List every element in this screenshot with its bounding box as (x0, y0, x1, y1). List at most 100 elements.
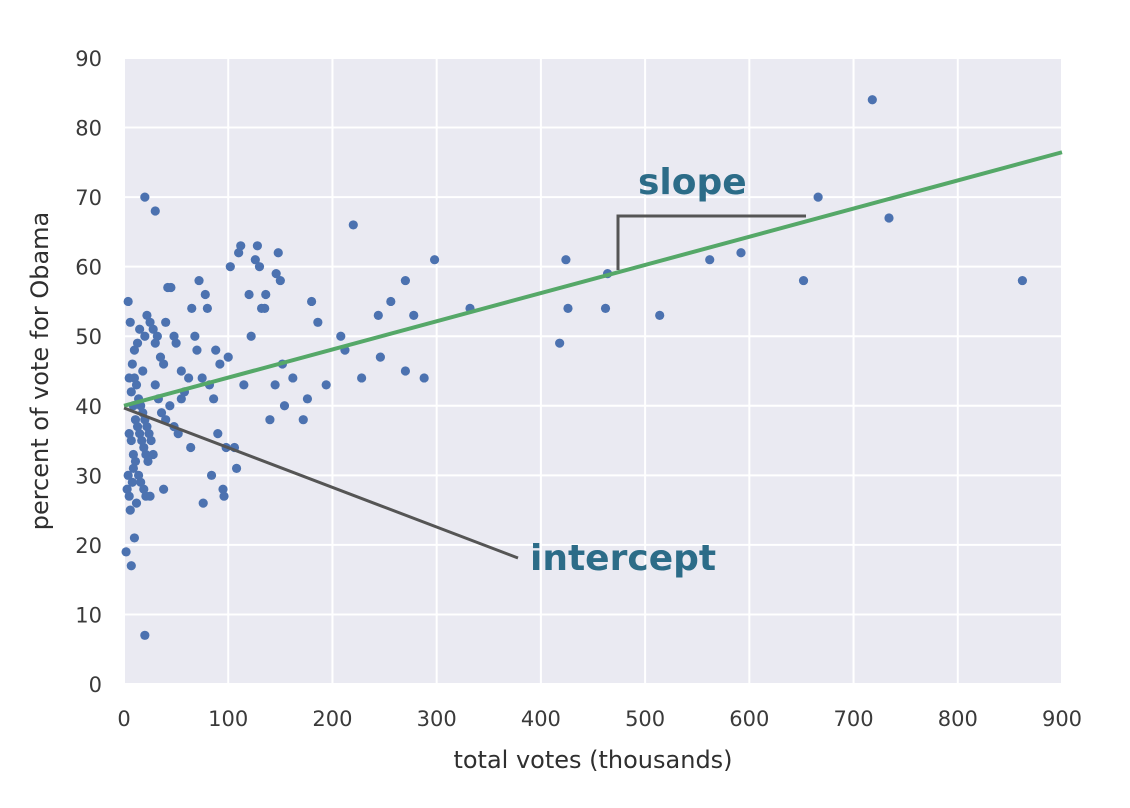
x-tick-label: 600 (729, 707, 769, 731)
data-point (600, 303, 611, 313)
data-point (867, 95, 877, 105)
y-tick-label: 70 (75, 186, 102, 210)
x-tick-label: 500 (625, 707, 665, 731)
data-point (140, 630, 150, 640)
data-point (194, 275, 204, 286)
data-point (219, 491, 229, 501)
data-point (171, 338, 181, 348)
data-point (213, 429, 223, 439)
data-point (373, 310, 383, 320)
data-point (348, 220, 358, 230)
data-point (173, 429, 183, 439)
data-point (130, 456, 141, 467)
x-axis-title: total votes (thousands) (453, 746, 732, 774)
data-point (129, 373, 140, 383)
data-point (125, 317, 135, 327)
data-point (215, 359, 225, 369)
data-point (400, 275, 410, 286)
data-point (140, 192, 150, 202)
data-point (198, 498, 208, 508)
data-point (133, 470, 144, 480)
data-point (123, 470, 133, 480)
data-point (145, 491, 155, 501)
data-point (127, 477, 137, 487)
data-point (218, 484, 228, 494)
data-point (128, 463, 138, 473)
grid-lines (123, 57, 1063, 685)
data-point (1017, 275, 1027, 286)
data-point (156, 408, 167, 418)
y-tick-label: 60 (75, 256, 102, 280)
data-point (223, 352, 233, 362)
data-point (124, 429, 134, 439)
data-point (155, 352, 166, 362)
data-point (279, 401, 290, 411)
data-point (131, 498, 142, 508)
x-tick-label: 900 (1042, 707, 1082, 731)
slope-bracket (616, 214, 806, 270)
data-point (148, 449, 158, 460)
data-point (130, 415, 141, 425)
data-point (321, 380, 331, 390)
data-point (252, 241, 263, 251)
data-point (135, 429, 145, 439)
data-point (125, 505, 135, 515)
data-point (169, 331, 179, 341)
data-point (166, 282, 176, 293)
data-point (211, 345, 221, 355)
data-point (250, 255, 260, 265)
data-point (150, 206, 160, 216)
y-tick-label: 90 (75, 47, 102, 71)
data-point (197, 373, 207, 383)
data-point (161, 317, 171, 327)
data-point (132, 422, 143, 432)
data-point (561, 255, 571, 265)
y-axis-title: percent of vote for Obama (26, 212, 54, 531)
data-point (126, 435, 136, 446)
data-point (336, 331, 346, 341)
data-point (142, 422, 152, 432)
data-point (128, 449, 138, 460)
x-axis-ticks: 0 100 200 300 400 500 600 700 800 900 (117, 707, 1082, 731)
data-point (225, 262, 235, 272)
data-point (261, 289, 271, 300)
data-point (142, 310, 152, 320)
data-point (200, 289, 210, 300)
data-point (884, 213, 894, 223)
data-point (400, 366, 410, 376)
data-point (273, 248, 283, 258)
data-point (176, 366, 186, 376)
data-point (143, 456, 153, 467)
data-point (736, 248, 746, 258)
data-point (145, 317, 155, 327)
data-point (265, 415, 275, 425)
data-point (187, 303, 197, 313)
x-tick-label: 400 (521, 707, 561, 731)
x-tick-label: 200 (312, 707, 352, 731)
data-point (126, 387, 136, 397)
y-tick-label: 10 (75, 603, 102, 627)
data-point (357, 373, 367, 383)
data-point (127, 359, 137, 369)
data-point (429, 255, 440, 265)
data-point (190, 331, 200, 341)
data-point (260, 303, 270, 313)
data-point (270, 380, 280, 390)
data-point (192, 345, 202, 355)
data-point (141, 449, 151, 460)
data-point (419, 373, 429, 383)
data-point (121, 547, 131, 557)
data-point (275, 275, 285, 286)
data-point (231, 463, 242, 473)
y-tick-label: 40 (75, 395, 102, 419)
data-point (124, 491, 134, 501)
data-point (298, 415, 308, 425)
data-point (555, 338, 565, 348)
intercept-annotation: intercept (530, 538, 716, 579)
data-point (239, 380, 249, 390)
data-point (137, 435, 147, 446)
x-tick-label: 800 (938, 707, 978, 731)
data-point (144, 429, 154, 439)
data-point (165, 401, 175, 411)
